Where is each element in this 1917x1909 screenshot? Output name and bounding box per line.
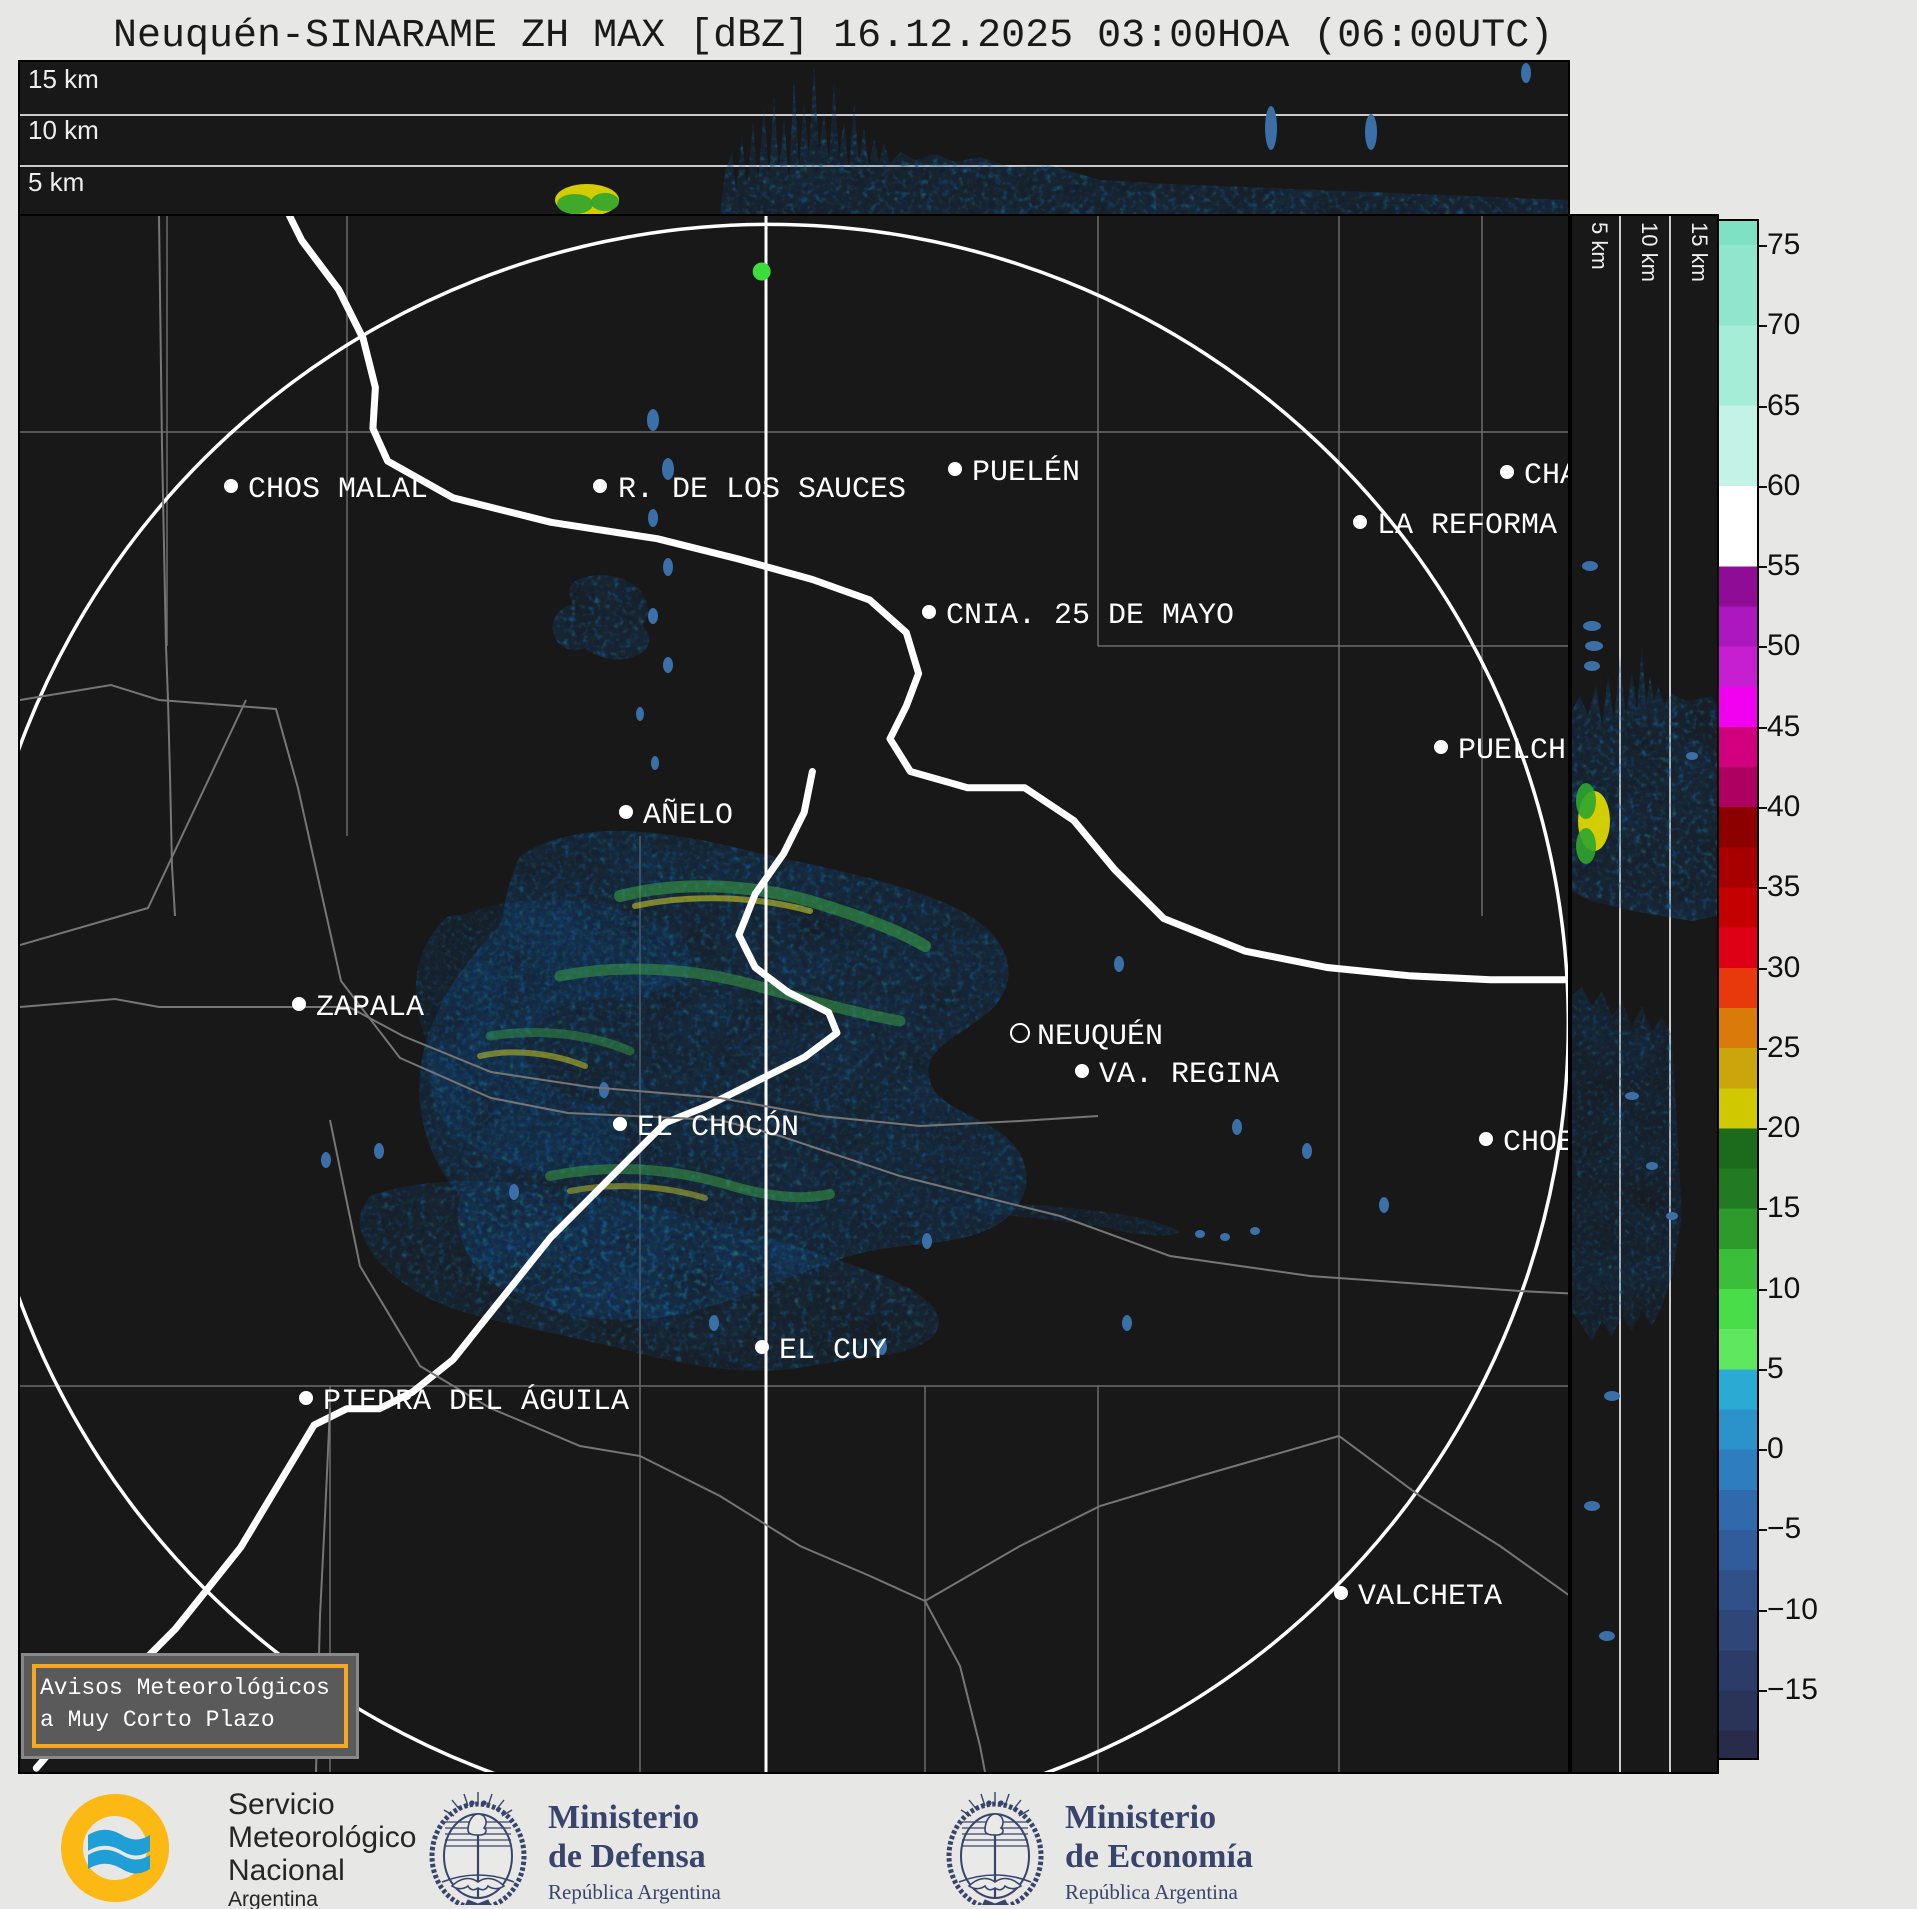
svg-text:NEUQUÉN: NEUQUÉN	[1037, 1019, 1163, 1054]
svg-text:EL CHOCÓN: EL CHOCÓN	[637, 1110, 799, 1145]
svg-text:PUELÉN: PUELÉN	[972, 455, 1080, 490]
svg-text:PIEDRA DEL ÁGUILA: PIEDRA DEL ÁGUILA	[323, 1384, 629, 1419]
svg-text:CHOS MALAL: CHOS MALAL	[248, 473, 428, 507]
svg-text:VALCHETA: VALCHETA	[1358, 1580, 1502, 1614]
svg-text:ZAPALA: ZAPALA	[316, 991, 424, 1025]
svg-text:LA REFORMA: LA REFORMA	[1377, 509, 1557, 543]
svg-text:CHACH: CHACH	[1524, 459, 1568, 493]
svg-text:AÑELO: AÑELO	[643, 798, 733, 833]
svg-text:PUELCHES: PUELCHES	[1458, 734, 1568, 768]
svg-text:VA. REGINA: VA. REGINA	[1099, 1058, 1279, 1092]
svg-text:R. DE LOS SAUCES: R. DE LOS SAUCES	[618, 473, 906, 507]
svg-text:CNIA. 25 DE MAYO: CNIA. 25 DE MAYO	[946, 599, 1234, 633]
svg-text:EL CUY: EL CUY	[779, 1334, 887, 1368]
